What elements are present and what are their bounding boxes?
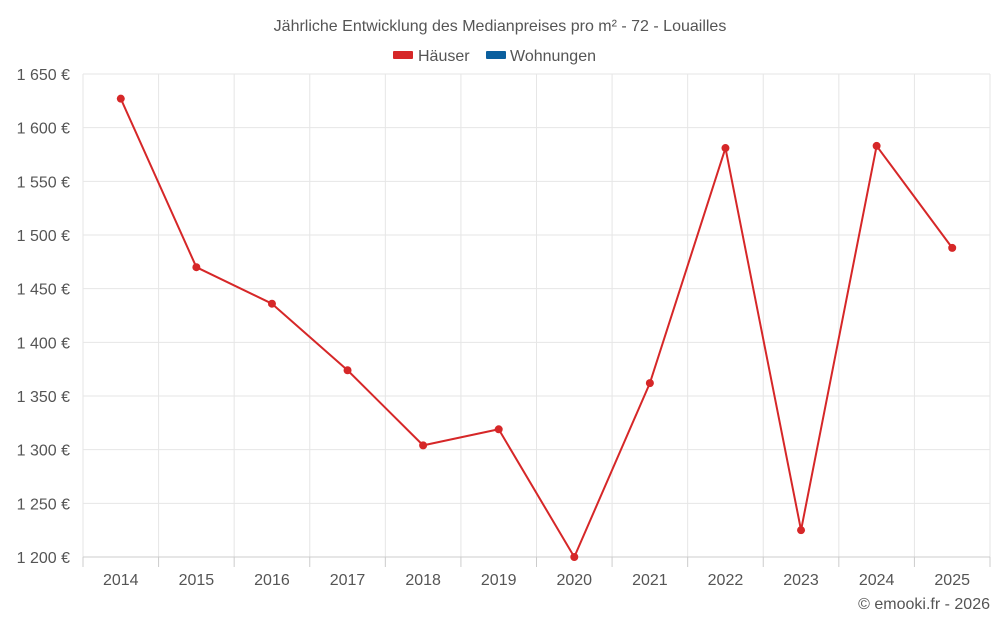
x-tick-label: 2022 (708, 572, 744, 589)
series-layer (116, 94, 957, 561)
series-line-0 (119, 98, 954, 558)
y-tick-label: 1 600 € (17, 121, 70, 138)
data-point (267, 299, 276, 308)
legend-swatch (393, 51, 413, 59)
y-tick-label: 1 350 € (17, 389, 70, 406)
data-point (343, 366, 352, 375)
y-tick-label: 1 650 € (17, 67, 70, 84)
chart-title: Jährliche Entwicklung des Medianpreises … (274, 18, 727, 35)
y-tick-label: 1 500 € (17, 228, 70, 245)
y-tick-label: 1 200 € (17, 550, 70, 567)
x-tick-label: 2021 (632, 572, 668, 589)
data-point (797, 526, 806, 535)
legend-label: Häuser (418, 48, 470, 65)
axes: 1 200 € 1 250 € 1 300 € 1 350 € 1 400 € 1 450… (17, 67, 991, 589)
x-tick-label: 2015 (179, 572, 215, 589)
y-tick-label: 1 400 € (17, 335, 70, 352)
x-tick-label: 2014 (103, 572, 139, 589)
x-tick-label: 2018 (405, 572, 441, 589)
legend: Häuser Wohnungen (393, 48, 596, 65)
x-tick-label: 2019 (481, 572, 517, 589)
data-point (948, 243, 957, 252)
data-point (419, 441, 428, 450)
legend-label: Wohnungen (510, 48, 596, 65)
data-point (645, 379, 654, 388)
x-tick-label: 2023 (783, 572, 819, 589)
data-point (872, 141, 881, 150)
credit-text: © emooki.fr - 2026 (858, 596, 990, 613)
data-point (721, 144, 730, 153)
y-tick-label: 1 550 € (17, 174, 70, 191)
data-point (116, 94, 125, 103)
y-tick-label: 1 450 € (17, 282, 70, 299)
x-tick-label: 2016 (254, 572, 290, 589)
x-tick-label: 2017 (330, 572, 366, 589)
x-tick-label: 2024 (859, 572, 895, 589)
data-point (570, 553, 579, 561)
x-tick-label: 2020 (556, 572, 592, 589)
y-tick-label: 1 300 € (17, 443, 70, 460)
x-tick-label: 2025 (934, 572, 970, 589)
data-point (494, 425, 503, 434)
data-point (192, 263, 201, 272)
y-tick-label: 1 250 € (17, 496, 70, 513)
grid (82, 73, 991, 557)
legend-swatch (486, 51, 506, 59)
